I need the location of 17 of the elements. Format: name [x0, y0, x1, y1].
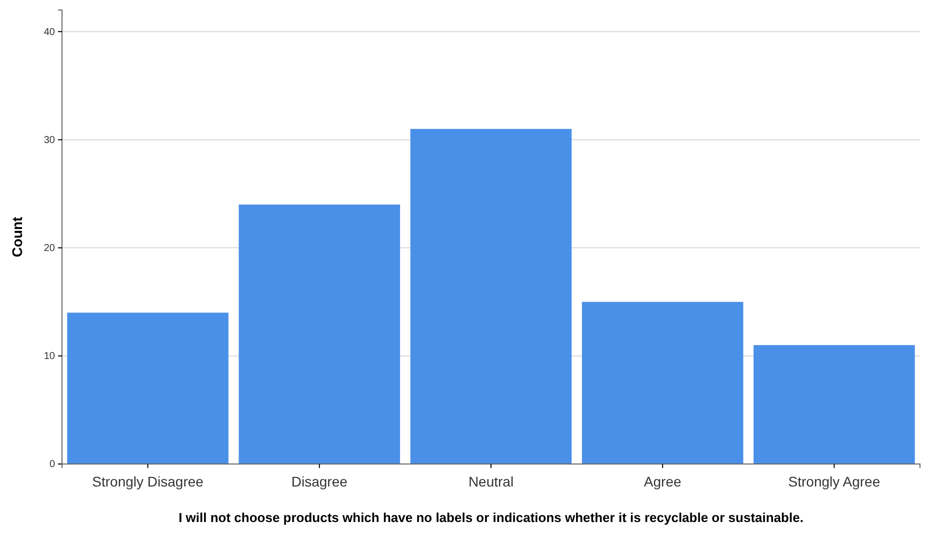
y-tick-label: 0	[49, 459, 56, 470]
y-axis-title: Count	[9, 216, 25, 258]
x-tick-label: Agree	[644, 473, 682, 490]
x-tick-label: Disagree	[291, 473, 348, 490]
x-axis-title: I will not choose products which have no labels or indications whether it is recyclable or sustainable.	[178, 510, 804, 525]
bar	[238, 204, 400, 464]
y-tick-label: 40	[44, 26, 56, 38]
bar	[582, 302, 744, 464]
bar	[67, 312, 228, 464]
y-tick-label: 20	[44, 243, 56, 254]
x-tick-label: Neutral	[468, 473, 514, 490]
bar	[754, 345, 915, 464]
x-tick-label: Strongly Disagree	[92, 473, 204, 490]
y-tick-label: 10	[44, 351, 56, 362]
y-tick-label: 30	[44, 134, 56, 146]
x-tick-label: Strongly Agree	[788, 473, 880, 490]
bar	[410, 128, 572, 464]
